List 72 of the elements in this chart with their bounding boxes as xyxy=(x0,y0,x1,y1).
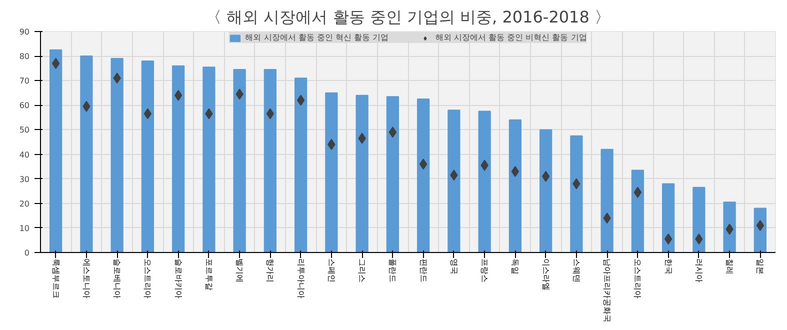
x-tick-label: 남아프리카공화국 xyxy=(602,258,612,322)
x-tick-label: 그리스 xyxy=(358,258,367,282)
x-tick-label: 슬로베니아 xyxy=(112,258,122,298)
point xyxy=(542,170,550,182)
bar xyxy=(202,66,216,252)
bar xyxy=(508,119,522,252)
point xyxy=(634,186,642,198)
x-tick-label: 오스트리아 xyxy=(633,258,642,298)
point xyxy=(174,90,182,101)
point xyxy=(52,58,60,69)
bar xyxy=(141,60,154,252)
y-tick-label: 40 xyxy=(19,150,30,160)
point xyxy=(511,166,520,177)
bar xyxy=(49,49,62,252)
bar xyxy=(570,135,583,252)
bar xyxy=(80,56,93,252)
y-tick-label: 20 xyxy=(19,199,30,208)
x-tick-label: 폴란드 xyxy=(388,258,398,282)
chart-title: 〈 해외 시장에서 활동 중인 기업의 비중, 2016-2018 〉 xyxy=(206,8,610,26)
bar xyxy=(723,202,736,252)
bar xyxy=(264,69,277,252)
bar xyxy=(416,98,430,252)
bar xyxy=(478,110,491,252)
bar xyxy=(356,94,368,252)
point xyxy=(296,94,305,106)
bar xyxy=(600,148,614,252)
x-tick-label: 스페인 xyxy=(326,258,336,282)
x-tick-label: 슬로바키아 xyxy=(174,258,183,298)
x-tick-label: 포르투갈 xyxy=(204,258,214,290)
y-tick-label: 70 xyxy=(19,76,30,86)
bar xyxy=(448,110,460,252)
point xyxy=(664,233,672,244)
bar xyxy=(172,65,185,252)
x-tick-label: 독일 xyxy=(510,258,520,274)
point xyxy=(388,126,397,138)
y-tick-label: 10 xyxy=(19,224,30,233)
bar xyxy=(233,69,246,252)
bar xyxy=(110,58,124,252)
x-tick-label: 영국 xyxy=(449,258,458,274)
bar xyxy=(539,129,552,252)
bar xyxy=(662,183,675,252)
x-tick-label: 이스라엘 xyxy=(541,258,550,290)
y-tick-label: 50 xyxy=(19,126,30,135)
x-tick-label: 핀란드 xyxy=(418,258,428,282)
x-tick-label: 오스트리아 xyxy=(143,258,152,298)
x-tick-label: 에스토니아 xyxy=(82,258,91,298)
bar xyxy=(386,96,400,252)
bar xyxy=(325,92,338,252)
bar xyxy=(294,78,308,252)
y-tick-label: 60 xyxy=(19,101,30,110)
x-tick-label: 룩셈부르크 xyxy=(51,258,60,298)
x-tick-label: 일본 xyxy=(756,258,765,274)
bar xyxy=(754,208,767,252)
bar xyxy=(631,170,644,252)
y-tick-label: 80 xyxy=(19,52,30,62)
bar xyxy=(692,186,706,252)
point xyxy=(266,108,274,120)
point xyxy=(419,158,428,170)
legend-label: 해외 시장에서 활동 중인 비혁신 활동 기업 xyxy=(436,32,587,43)
x-tick-label: 리투아니아 xyxy=(296,258,306,298)
point xyxy=(144,108,152,120)
x-tick-label: 스웨덴 xyxy=(572,258,581,282)
x-tick-label: 벨기에 xyxy=(235,258,244,282)
x-tick-label: 프랑스 xyxy=(480,258,490,282)
y-tick-label: 90 xyxy=(19,28,30,36)
x-tick-label: 헝가리 xyxy=(266,258,275,282)
legend-label: 해외 시장에서 활동 중인 혁신 활동 기업 xyxy=(245,32,388,43)
y-tick-label: 0 xyxy=(24,248,30,258)
x-tick-label: 칠레 xyxy=(725,258,734,274)
x-tick-label: 러시아 xyxy=(694,258,704,282)
y-tick-label: 30 xyxy=(19,174,30,184)
x-tick-label: 한국 xyxy=(664,258,673,274)
